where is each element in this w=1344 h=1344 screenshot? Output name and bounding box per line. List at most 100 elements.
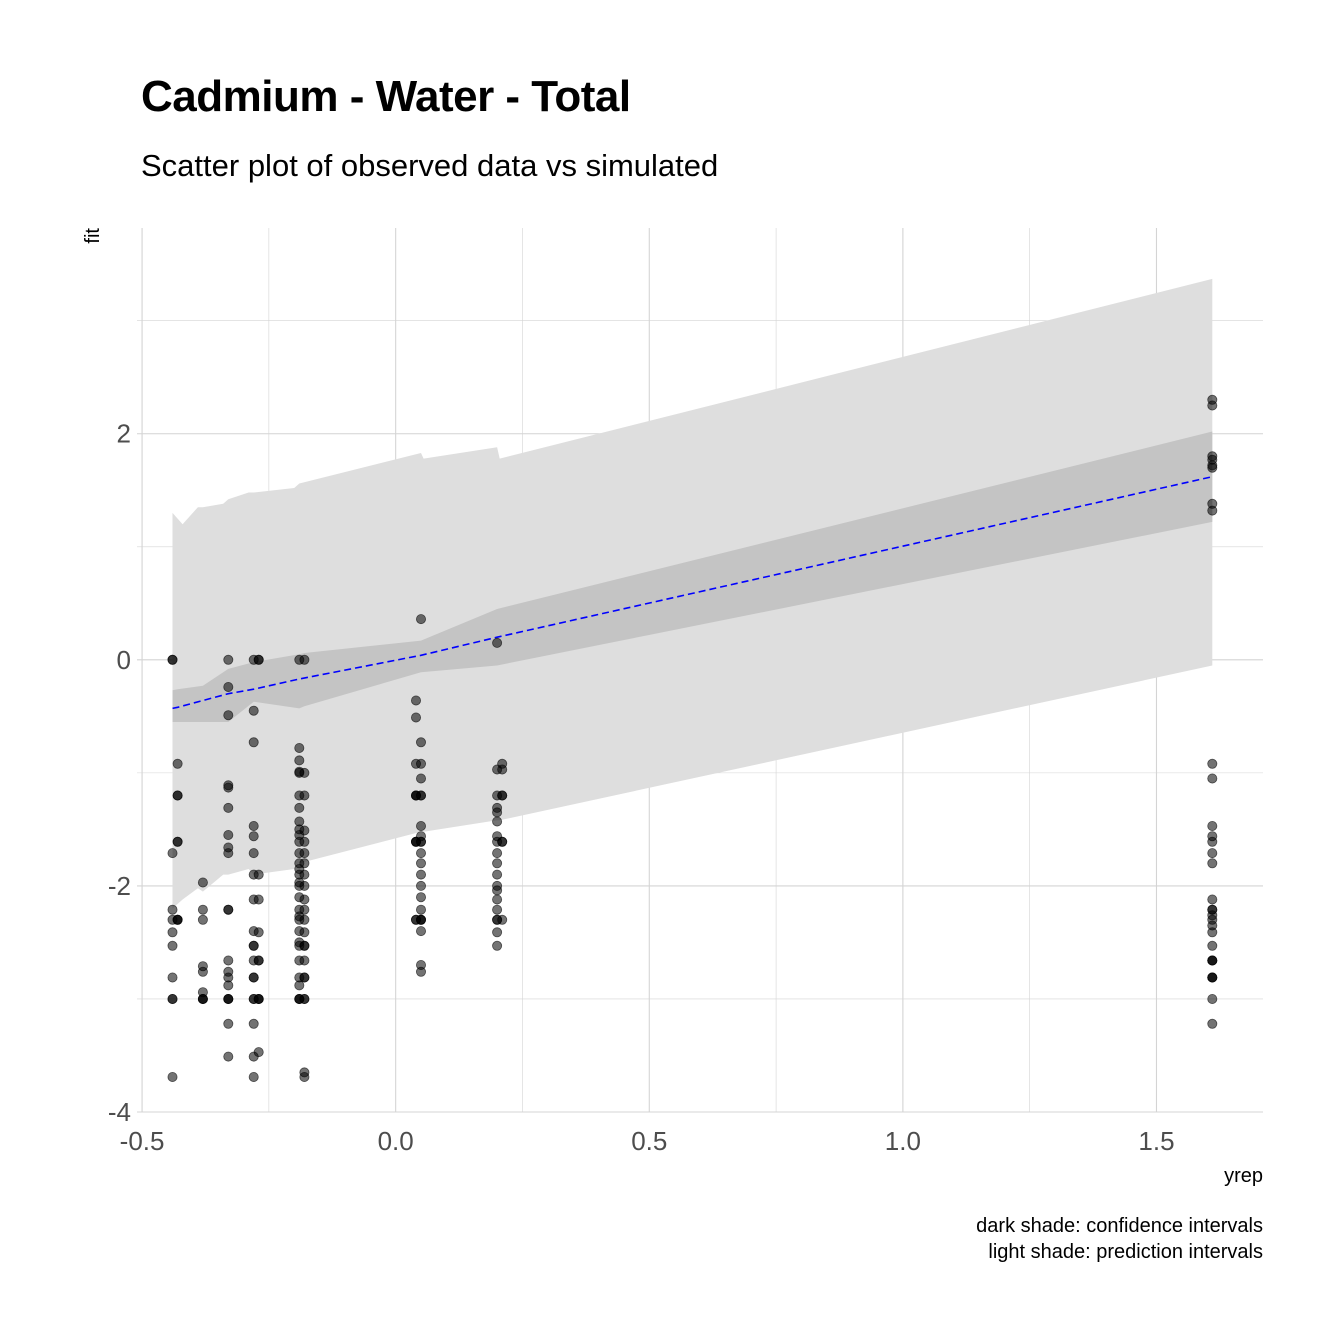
data-point: [1207, 904, 1218, 915]
x-tick-label: -0.5: [120, 1126, 165, 1156]
data-point: [497, 836, 508, 847]
data-point: [1207, 894, 1218, 905]
data-point: [167, 972, 178, 983]
y-tick-label: 2: [117, 419, 131, 449]
data-point: [410, 695, 421, 706]
data-point: [299, 927, 310, 938]
data-point: [497, 764, 508, 775]
data-point: [299, 904, 310, 915]
data-point: [248, 972, 259, 983]
data-point: [415, 821, 426, 832]
chart-subtitle: Scatter plot of observed data vs simulat…: [141, 148, 719, 183]
data-point: [1207, 505, 1218, 516]
data-point: [492, 848, 503, 859]
data-point: [299, 767, 310, 778]
data-point: [172, 790, 183, 801]
data-point: [167, 904, 178, 915]
data-point: [1207, 848, 1218, 859]
data-point: [172, 836, 183, 847]
data-point: [167, 654, 178, 665]
data-point: [223, 782, 234, 793]
data-point: [492, 807, 503, 818]
data-point: [223, 682, 234, 693]
data-point: [1207, 1018, 1218, 1029]
data-point: [167, 994, 178, 1005]
chart-title: Cadmium - Water - Total: [141, 72, 631, 121]
data-point: [248, 831, 259, 842]
data-point: [415, 869, 426, 880]
data-point: [223, 654, 234, 665]
data-point: [1207, 400, 1218, 411]
data-point: [299, 955, 310, 966]
data-point: [415, 836, 426, 847]
data-point: [492, 927, 503, 938]
data-point: [248, 1018, 259, 1029]
data-point: [1207, 972, 1218, 983]
data-point: [253, 955, 264, 966]
fit-line: [172, 475, 1213, 710]
data-point: [299, 894, 310, 905]
data-point: [1207, 773, 1218, 784]
data-point: [197, 904, 208, 915]
data-point: [248, 1072, 259, 1083]
data-point: [294, 980, 305, 991]
data-point: [253, 927, 264, 938]
data-point: [223, 1051, 234, 1062]
data-point: [253, 994, 264, 1005]
data-point: [253, 654, 264, 665]
data-point: [299, 972, 310, 983]
data-point: [415, 914, 426, 925]
data-point: [197, 877, 208, 888]
y-axis-title: fit: [82, 228, 104, 244]
data-point: [415, 904, 426, 915]
data-point: [492, 904, 503, 915]
data-point: [415, 880, 426, 891]
data-point: [492, 940, 503, 951]
caption-line-1: dark shade: confidence intervals: [976, 1215, 1263, 1237]
data-point: [415, 966, 426, 977]
data-point: [492, 894, 503, 905]
data-point: [415, 892, 426, 903]
y-tick-label: -2: [108, 871, 131, 901]
data-point: [492, 637, 503, 648]
data-point: [1207, 821, 1218, 832]
caption-line-2: light shade: prediction intervals: [988, 1241, 1263, 1263]
data-point: [167, 940, 178, 951]
data-point: [299, 858, 310, 869]
data-point: [223, 994, 234, 1005]
data-point: [497, 790, 508, 801]
data-point: [415, 614, 426, 625]
x-tick-label: 0.0: [378, 1126, 414, 1156]
data-point: [415, 737, 426, 748]
data-point: [1207, 836, 1218, 847]
y-tick-label: 0: [117, 645, 131, 675]
data-point: [492, 869, 503, 880]
data-point: [253, 1047, 264, 1058]
data-point: [248, 705, 259, 716]
data-point: [197, 994, 208, 1005]
data-point: [248, 737, 259, 748]
data-point: [497, 914, 508, 925]
data-point: [415, 848, 426, 859]
data-point: [248, 940, 259, 951]
fit-line-layer: [172, 475, 1213, 710]
points-layer: [167, 394, 1218, 1083]
data-point: [415, 773, 426, 784]
data-point: [299, 914, 310, 925]
data-point: [492, 858, 503, 869]
data-point: [223, 980, 234, 991]
data-point: [410, 712, 421, 723]
data-point: [248, 821, 259, 832]
data-point: [172, 758, 183, 769]
y-tick-label: -4: [108, 1097, 131, 1127]
data-point: [294, 802, 305, 813]
data-point: [415, 758, 426, 769]
data-point: [299, 790, 310, 801]
data-point: [299, 836, 310, 847]
data-point: [1207, 858, 1218, 869]
data-point: [294, 755, 305, 766]
data-point: [172, 914, 183, 925]
x-axis-title: yrep: [1224, 1165, 1263, 1187]
data-point: [299, 825, 310, 836]
